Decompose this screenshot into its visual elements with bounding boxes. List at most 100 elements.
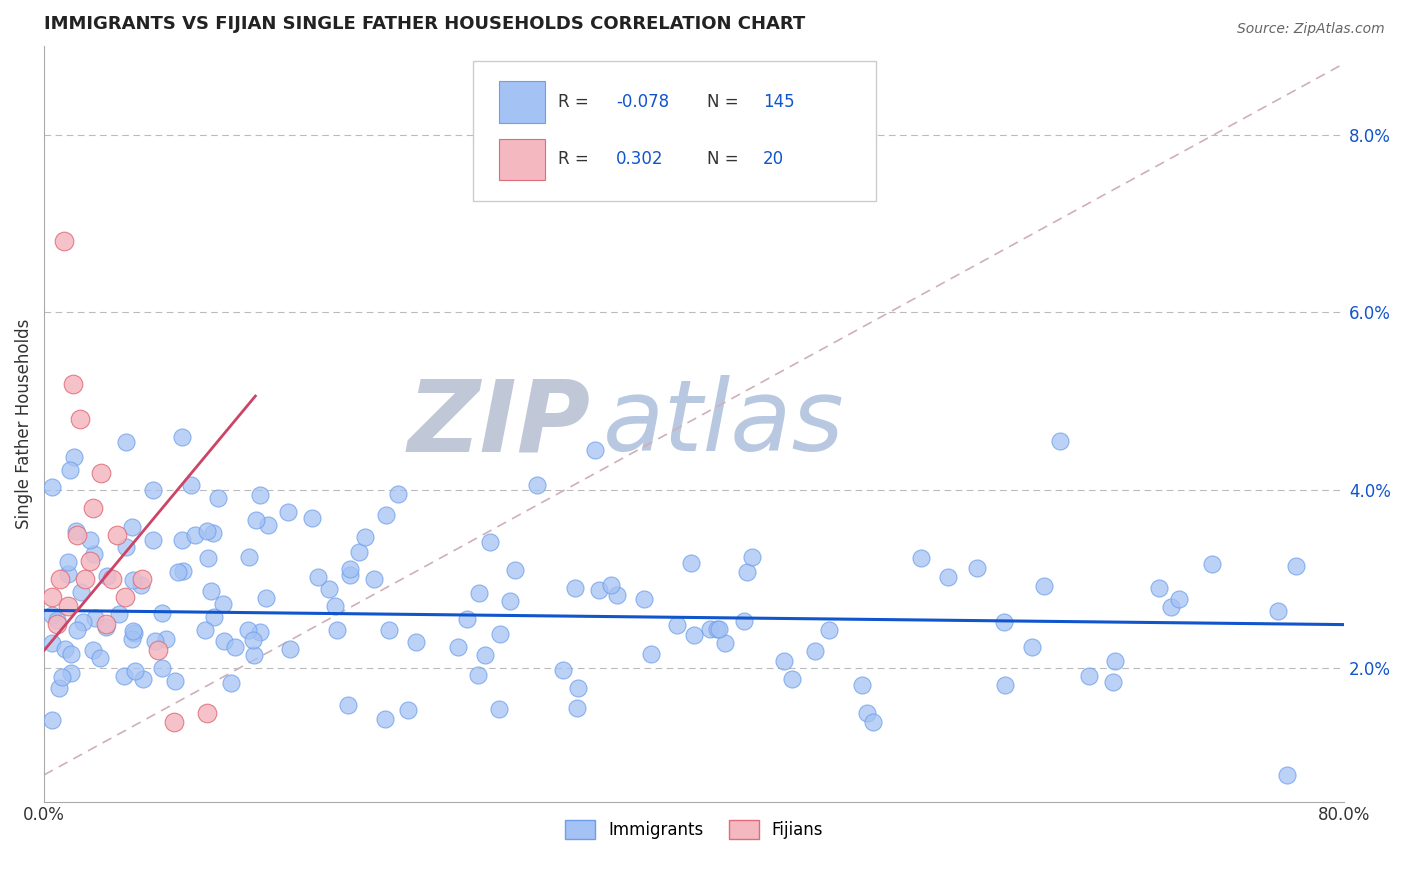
Point: [59, 666, 82, 681]
Point: [195, 524, 218, 538]
Point: [41, 480, 63, 494]
Point: [41, 636, 63, 650]
Point: [855, 706, 877, 721]
Point: [115, 540, 138, 554]
Point: [993, 615, 1015, 630]
Point: [94, 620, 117, 634]
Point: [82, 501, 104, 516]
Bar: [499, 81, 544, 123]
Point: [707, 622, 730, 636]
Point: [53, 642, 76, 657]
Point: [1284, 559, 1306, 574]
Point: [46, 614, 69, 628]
Point: [170, 533, 193, 548]
Point: [405, 635, 427, 649]
Point: [62, 376, 84, 391]
Text: IMMIGRANTS VS FIJIAN SINGLE FATHER HOUSEHOLDS CORRELATION CHART: IMMIGRANTS VS FIJIAN SINGLE FATHER HOUSE…: [44, 15, 806, 33]
Point: [121, 520, 143, 534]
Point: [124, 626, 146, 640]
Point: [73, 572, 96, 586]
Point: [194, 624, 217, 638]
Point: [1049, 434, 1071, 448]
Point: [108, 607, 131, 622]
Text: 145: 145: [763, 93, 794, 111]
Text: atlas: atlas: [603, 376, 845, 472]
Text: N =: N =: [707, 151, 744, 169]
Text: Source: ZipAtlas.com: Source: ZipAtlas.com: [1237, 22, 1385, 37]
Point: [72, 615, 94, 629]
Point: [851, 678, 873, 692]
Point: [681, 556, 703, 570]
Point: [1021, 640, 1043, 654]
Point: [387, 487, 409, 501]
Point: [735, 565, 758, 579]
Point: [307, 570, 329, 584]
Point: [143, 633, 166, 648]
Point: [69, 584, 91, 599]
Point: [131, 572, 153, 586]
Point: [69, 412, 91, 426]
Point: [254, 591, 277, 605]
Point: [489, 627, 512, 641]
Point: [101, 572, 124, 586]
Point: [741, 550, 763, 565]
Point: [706, 622, 728, 636]
Point: [202, 610, 225, 624]
Point: [52, 235, 75, 249]
Point: [363, 572, 385, 586]
Bar: [499, 138, 544, 180]
Point: [699, 622, 721, 636]
Point: [180, 478, 202, 492]
Point: [58, 599, 80, 613]
Point: [1160, 600, 1182, 615]
Point: [163, 714, 186, 729]
Point: [51, 670, 73, 684]
Point: [105, 528, 128, 542]
Point: [1077, 669, 1099, 683]
FancyBboxPatch shape: [474, 61, 876, 201]
Point: [166, 565, 188, 579]
Point: [326, 623, 349, 637]
Point: [479, 535, 502, 549]
Point: [600, 578, 623, 592]
Point: [66, 624, 89, 638]
Point: [59, 463, 82, 477]
Point: [58, 566, 80, 581]
Text: 0.302: 0.302: [616, 151, 664, 169]
Legend: Immigrants, Fijians: Immigrants, Fijians: [558, 814, 830, 847]
Point: [79, 554, 101, 568]
Point: [337, 698, 360, 712]
Point: [277, 504, 299, 518]
Point: [249, 488, 271, 502]
Point: [713, 636, 735, 650]
Point: [499, 594, 522, 608]
Point: [83, 547, 105, 561]
Point: [184, 528, 207, 542]
Point: [682, 628, 704, 642]
Point: [129, 578, 152, 592]
Point: [46, 616, 69, 631]
Point: [131, 673, 153, 687]
Point: [79, 533, 101, 547]
Point: [375, 508, 398, 522]
Point: [526, 478, 548, 492]
Point: [200, 583, 222, 598]
Point: [474, 648, 496, 662]
Point: [467, 668, 489, 682]
Point: [89, 650, 111, 665]
Point: [1201, 557, 1223, 571]
Point: [818, 623, 841, 637]
Point: [567, 681, 589, 695]
Point: [207, 491, 229, 505]
Point: [155, 632, 177, 646]
Point: [202, 526, 225, 541]
Point: [936, 570, 959, 584]
Point: [804, 643, 827, 657]
Point: [780, 672, 803, 686]
Point: [65, 528, 87, 542]
Point: [378, 623, 401, 637]
Point: [219, 676, 242, 690]
Point: [1102, 674, 1125, 689]
Point: [1167, 592, 1189, 607]
Point: [606, 588, 628, 602]
